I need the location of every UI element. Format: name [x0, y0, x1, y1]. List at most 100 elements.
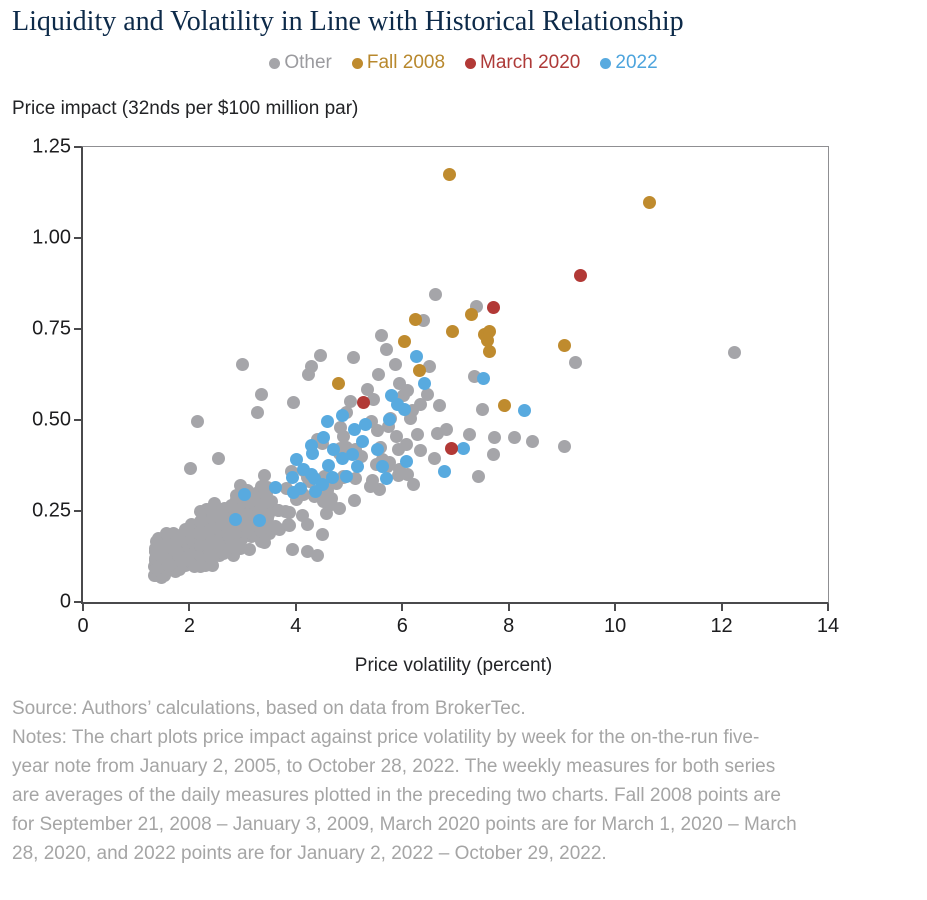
data-point — [310, 548, 324, 562]
data-point — [433, 398, 447, 412]
y-tick-label: 1.25 — [32, 135, 71, 158]
data-point — [336, 452, 350, 466]
data-point — [212, 451, 226, 465]
data-point — [334, 421, 348, 435]
data-point — [443, 167, 457, 181]
page-title: Liquidity and Volatility in Line with Hi… — [12, 6, 684, 37]
legend-label-other: Other — [284, 52, 332, 73]
data-point — [347, 493, 361, 507]
data-point — [440, 422, 454, 436]
legend-item-other: Other — [269, 52, 332, 74]
x-axis-tick — [720, 604, 723, 611]
data-point — [423, 359, 437, 373]
legend-label-march-2020: March 2020 — [480, 52, 581, 73]
data-point — [574, 268, 588, 282]
data-point — [420, 388, 434, 402]
data-point — [379, 343, 393, 357]
data-point — [169, 545, 183, 559]
data-point — [465, 307, 479, 321]
data-point — [380, 471, 394, 485]
legend-item-2022: 2022 — [600, 52, 658, 74]
data-point — [357, 396, 371, 410]
data-point — [487, 448, 501, 462]
data-point — [486, 300, 500, 314]
y-axis-tick — [74, 328, 81, 330]
data-point — [327, 442, 341, 456]
year-2022-dot-icon — [600, 57, 612, 69]
data-point — [370, 442, 384, 456]
data-point — [444, 441, 458, 455]
data-point — [193, 528, 207, 542]
data-point — [390, 397, 404, 411]
legend-item-fall-2008: Fall 2008 — [351, 52, 446, 74]
data-point — [285, 471, 299, 485]
data-point — [343, 395, 357, 409]
y-tick-label: 0.75 — [32, 317, 71, 340]
data-point — [483, 345, 497, 359]
data-point — [332, 501, 346, 515]
x-axis-tick — [827, 604, 829, 611]
y-axis-title: Price impact (32nds per $100 million par… — [12, 98, 359, 119]
march-2020-dot-icon — [465, 57, 477, 69]
data-point — [300, 545, 314, 559]
legend-label-2022: 2022 — [615, 52, 658, 73]
legend-label-fall-2008: Fall 2008 — [366, 52, 446, 73]
data-point — [389, 358, 403, 372]
y-tick-label: 0.25 — [32, 499, 71, 522]
data-point — [297, 462, 311, 476]
data-point — [350, 460, 364, 474]
data-point — [153, 549, 167, 563]
data-point — [269, 480, 283, 494]
data-point — [300, 517, 314, 531]
data-point — [456, 441, 470, 455]
data-point — [228, 512, 242, 526]
notes-line-4: for September 21, 2008 – January 3, 2009… — [12, 814, 797, 835]
data-point — [371, 423, 385, 437]
data-point — [471, 469, 485, 483]
data-point — [407, 478, 421, 492]
data-point — [332, 376, 346, 390]
y-axis-tick — [74, 510, 81, 512]
data-point — [347, 351, 361, 365]
data-point — [183, 461, 197, 475]
chart-plot-area: 0 2 4 6 8 10 12 14 0 0.25 0.50 0.75 1.00 1.25 — [32, 136, 839, 638]
data-point — [321, 415, 335, 429]
data-point — [355, 435, 369, 449]
data-point — [642, 195, 656, 209]
data-point — [437, 464, 451, 478]
data-point — [305, 446, 319, 460]
data-point — [398, 335, 412, 349]
data-point — [413, 363, 427, 377]
data-point — [252, 513, 266, 527]
data-point — [161, 558, 175, 572]
data-point — [200, 539, 214, 553]
data-point — [322, 459, 336, 472]
y-axis-tick — [74, 146, 81, 148]
data-point — [507, 431, 521, 445]
data-point — [243, 542, 257, 556]
data-point — [418, 376, 432, 390]
data-point — [194, 560, 208, 574]
data-point — [383, 413, 396, 427]
x-tick-label: 12 — [710, 615, 733, 637]
data-point — [428, 287, 442, 301]
data-point — [462, 428, 476, 442]
data-point — [476, 372, 490, 386]
data-point — [285, 543, 299, 557]
notes-line-5: 28, 2020, and 2022 points are for Januar… — [12, 843, 607, 864]
data-point — [371, 368, 385, 381]
source-note: Source: Authors’ calculations, based on … — [12, 698, 526, 719]
data-point — [283, 505, 297, 519]
data-point — [399, 454, 413, 468]
y-tick-label: 0 — [59, 590, 71, 613]
x-tick-label: 14 — [816, 615, 840, 637]
data-point — [309, 485, 323, 499]
data-point — [169, 534, 183, 548]
notes-line-1: Notes: The chart plots price impact agai… — [12, 727, 760, 748]
data-point — [316, 495, 330, 509]
data-point — [258, 536, 272, 550]
data-point — [174, 555, 188, 569]
data-point — [361, 382, 375, 396]
data-point — [253, 524, 267, 538]
y-axis-tick — [74, 601, 81, 603]
